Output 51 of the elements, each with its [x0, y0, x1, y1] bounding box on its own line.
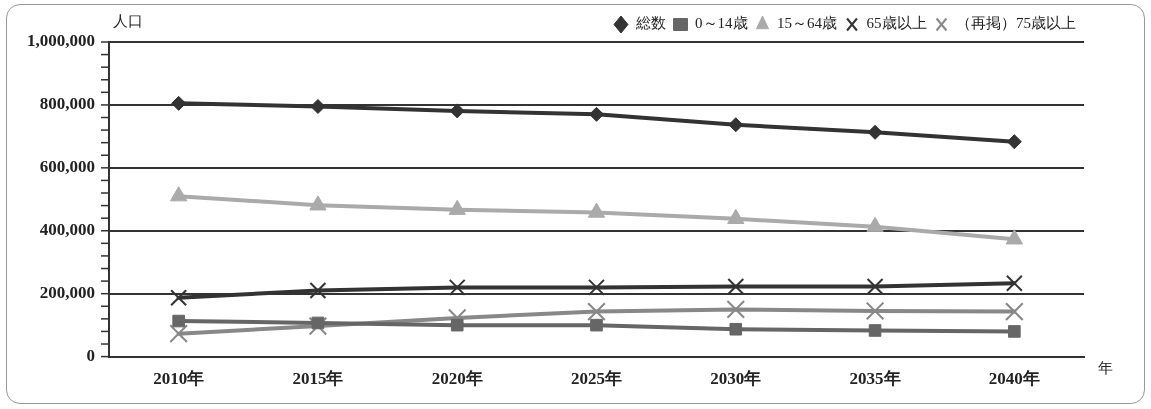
x-tick-label: 2035年	[849, 369, 901, 389]
y-tick-label: 600,000	[39, 157, 95, 177]
x-tick-label: 2020年	[431, 369, 483, 389]
point	[169, 324, 188, 343]
point	[728, 117, 744, 133]
point	[449, 103, 465, 119]
point	[171, 95, 187, 111]
point	[1005, 229, 1023, 245]
x-axis-title: 年	[1098, 359, 1113, 376]
point	[868, 324, 882, 337]
y-tick-label: 800,000	[39, 94, 95, 114]
y-tick-label: 0	[86, 345, 95, 365]
point	[309, 195, 327, 211]
point	[311, 316, 325, 330]
y-tick-label: 200,000	[39, 283, 95, 303]
point	[865, 301, 885, 321]
x-tick-label: 2010年	[153, 369, 205, 389]
point	[726, 300, 746, 319]
point	[309, 282, 327, 300]
point	[727, 208, 745, 225]
legend-label: 0～14歳	[695, 15, 748, 32]
x-tick-label: 2025年	[571, 369, 622, 389]
point	[1005, 274, 1023, 292]
point	[727, 277, 745, 295]
point	[729, 322, 743, 336]
legend-label: 15～64歳	[777, 15, 837, 32]
point	[1005, 302, 1024, 321]
point	[589, 106, 604, 122]
point	[448, 278, 466, 296]
legend-label: 総数	[634, 15, 666, 32]
x-tick-label: 2040年	[988, 369, 1040, 389]
point	[170, 186, 188, 202]
legend-label: 65歳以上	[866, 15, 927, 32]
legend-label: （再掲）75歳以上	[956, 15, 1076, 32]
point	[1008, 325, 1021, 338]
y-axis-title: 人口	[113, 13, 143, 30]
y-tick-label: 400,000	[39, 220, 95, 240]
point	[450, 318, 464, 332]
x-tick-label: 2030年	[710, 369, 762, 389]
point	[1006, 134, 1022, 150]
point	[588, 278, 605, 296]
point	[170, 289, 188, 307]
point	[590, 318, 603, 332]
x-tick-label: 2015年	[292, 369, 344, 389]
point	[172, 314, 185, 328]
point	[310, 98, 326, 114]
point	[866, 277, 884, 295]
y-tick-label: 1,000,000	[27, 31, 95, 51]
point	[587, 302, 606, 321]
point	[867, 124, 883, 140]
point	[308, 316, 328, 336]
